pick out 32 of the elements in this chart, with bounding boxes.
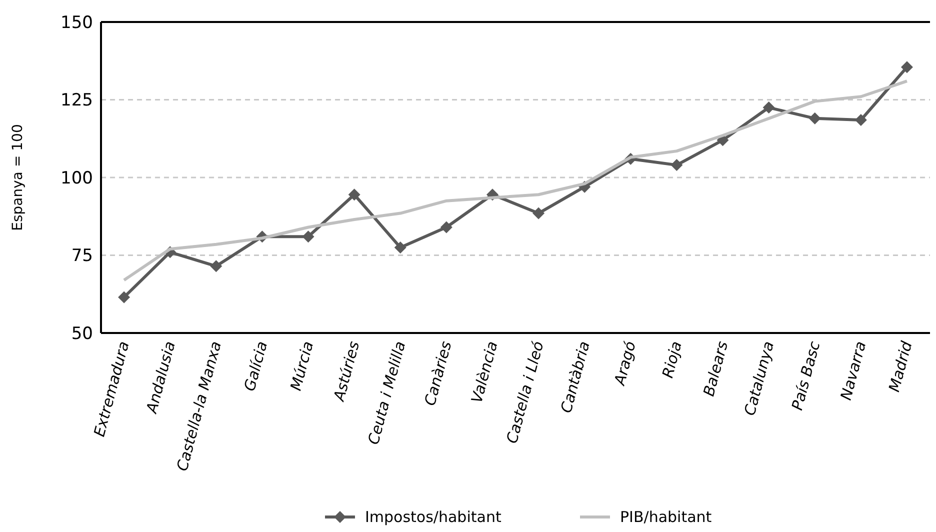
x-tick-label: Astúries: [330, 339, 364, 404]
point: [854, 114, 867, 126]
point: [762, 102, 775, 114]
x-tick-label: Aragó: [610, 339, 640, 388]
x-tick-label: Galícia: [240, 339, 272, 394]
point: [210, 260, 222, 272]
x-tick-label: Balears: [700, 339, 732, 398]
point: [440, 221, 452, 234]
x-tick-label: Ceuta i Melilla: [364, 339, 410, 446]
point: [808, 112, 821, 124]
point: [302, 230, 314, 243]
point: [670, 159, 683, 172]
y-tick-label: 125: [60, 90, 93, 111]
legend-label: Impostos/habitant: [365, 508, 502, 526]
y-tick-label: 150: [60, 12, 93, 33]
x-tick-label: Navarra: [836, 339, 870, 402]
x-tick-label: Canàries: [420, 339, 456, 408]
x-tick-label: Múrcia: [286, 339, 318, 393]
legend-label: PIB/habitant: [620, 508, 712, 526]
x-tick-label: Castella i Lleó: [502, 339, 548, 446]
point: [348, 188, 360, 201]
x-tick-label: País Basc: [788, 338, 824, 412]
y-axis-title: Espanya = 100: [10, 124, 26, 231]
y-tick-label: 75: [71, 246, 93, 266]
point: [532, 207, 545, 220]
point: [394, 241, 406, 254]
y-tick-label: 50: [71, 324, 93, 344]
x-tick-label: Madrid: [885, 338, 916, 394]
y-tick-label: 100: [60, 168, 93, 188]
x-tick-label: Rioja: [658, 339, 686, 380]
point: [118, 291, 130, 304]
point: [900, 61, 913, 74]
